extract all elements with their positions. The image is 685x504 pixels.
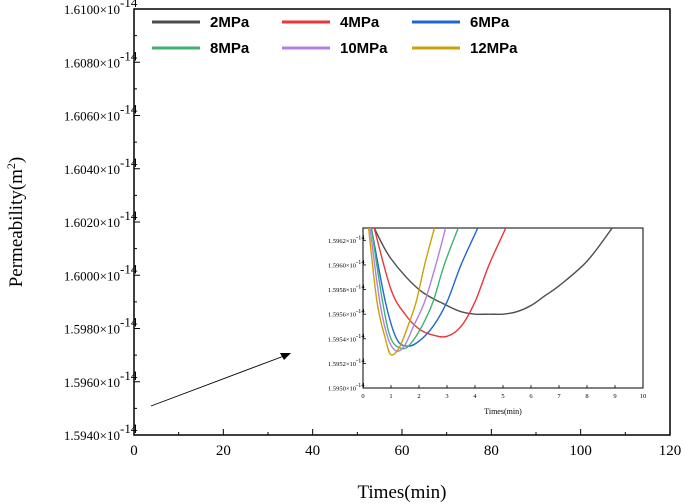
- inset-x-tick-label: 3: [445, 393, 448, 400]
- y-tick-label: 1.6100×10: [64, 2, 120, 17]
- inset-x-tick-label: 1: [389, 393, 392, 400]
- legend-item-12MPa: 12MPa: [412, 40, 518, 57]
- legend-label: 2MPa: [210, 14, 250, 31]
- inset-y-tick-exponent: -14: [356, 333, 365, 340]
- legend-item-8MPa: 8MPa: [152, 40, 250, 57]
- y-tick-exponent: -14: [120, 0, 138, 10]
- inset-series-lines: [367, 228, 613, 356]
- inset-x-tick-label: 9: [613, 393, 616, 400]
- y-axis-label: Permeability(m2): [4, 157, 27, 288]
- inset-series-line-10MPa: [369, 228, 447, 352]
- inset-y-tick-exponent: -14: [356, 259, 365, 266]
- y-tick-exponent: -14: [120, 261, 138, 276]
- inset-series-line-8MPa: [370, 228, 459, 350]
- inset-x-tick-label: 5: [501, 393, 504, 400]
- y-tick-exponent: -14: [120, 421, 138, 436]
- inset-series-line-6MPa: [370, 228, 479, 347]
- inset-y-tick-label: 1.5960×10: [328, 262, 356, 269]
- legend-label: 10MPa: [340, 40, 388, 57]
- y-tick-exponent: -14: [120, 315, 138, 330]
- x-tick-label: 80: [484, 443, 499, 459]
- y-tick-exponent: -14: [120, 102, 138, 117]
- y-tick-exponent: -14: [120, 48, 138, 63]
- y-tick-exponent: -14: [120, 368, 138, 383]
- legend-item-6MPa: 6MPa: [412, 14, 510, 31]
- inset-pointer-arrow: [150, 353, 291, 407]
- y-tick-label: 1.6060×10: [64, 109, 120, 124]
- inset-y-tick-label: 1.5950×10: [328, 386, 356, 393]
- y-tick-exponent: -14: [120, 155, 138, 170]
- legend-label: 4MPa: [340, 14, 380, 31]
- y-tick-label: 1.6020×10: [64, 215, 120, 230]
- y-tick-label: 1.6080×10: [64, 55, 120, 70]
- inset-y-tick-exponent: -14: [356, 284, 365, 291]
- y-tick-label: 1.6040×10: [64, 162, 120, 177]
- inset-y-tick-label: 1.5956×10: [328, 312, 356, 319]
- inset-y-tick-exponent: -14: [356, 308, 365, 315]
- y-tick-label: 1.5940×10: [64, 428, 120, 443]
- y-tick-exponent: -14: [120, 208, 138, 223]
- legend-label: 8MPa: [210, 40, 250, 57]
- legend-item-2MPa: 2MPa: [152, 14, 250, 31]
- inset-x-tick-label: 8: [585, 393, 588, 400]
- inset-frame: [362, 227, 644, 389]
- legend-label: 6MPa: [470, 14, 510, 31]
- inset-series-line-12MPa: [367, 228, 436, 356]
- inset-x-axis-ticks: 0 1 2 3 4 5 6 7 8 9 10: [361, 385, 646, 400]
- legend-item-10MPa: 10MPa: [282, 40, 388, 57]
- inset-y-tick-label: 1.5952×10: [328, 361, 356, 368]
- inset-y-tick-exponent: -14: [356, 234, 365, 241]
- inset-y-tick-label: 1.5958×10: [328, 287, 356, 294]
- inset-x-tick-label: 7: [557, 393, 561, 400]
- inset-x-tick-label: 10: [640, 393, 647, 400]
- inset-series-line-4MPa: [373, 228, 507, 338]
- y-tick-label: 1.5960×10: [64, 375, 120, 390]
- x-tick-label: 60: [395, 443, 410, 459]
- x-tick-label: 0: [130, 443, 138, 459]
- x-tick-label: 40: [305, 443, 320, 459]
- x-axis-ticks: 0 20 40 60 80 100 120: [130, 429, 681, 459]
- y-tick-label: 1.5980×10: [64, 322, 120, 337]
- x-tick-label: 120: [659, 443, 682, 459]
- x-tick-label: 100: [569, 443, 592, 459]
- inset-series-line-2MPa: [373, 228, 613, 316]
- inset-x-tick-label: 4: [473, 393, 477, 400]
- inset-y-tick-exponent: -14: [356, 382, 365, 389]
- x-tick-label: 20: [216, 443, 231, 459]
- inset-y-tick-label: 1.5962×10: [328, 238, 356, 245]
- y-tick-label: 1.6000×10: [64, 268, 120, 283]
- inset-x-tick-label: 0: [361, 393, 364, 400]
- inset-x-tick-label: 6: [529, 393, 533, 400]
- legend-item-4MPa: 4MPa: [282, 14, 380, 31]
- inset-y-axis-ticks: 1.5950×10 -141.5952×10 -141.5954×10 -141.59…: [328, 234, 366, 393]
- inset-y-tick-label: 1.5954×10: [328, 336, 356, 343]
- y-axis-ticks: 1.5940×10 -141.5960×10 -141.5980×10 -141.60…: [64, 0, 140, 443]
- inset-x-axis-label: Times(min): [484, 407, 522, 416]
- inset-y-tick-exponent: -14: [356, 357, 365, 364]
- legend: 2MPa 4MPa 6MPa 8MPa 10MPa 12MPa: [152, 14, 518, 57]
- x-axis-label: Times(min): [357, 482, 446, 503]
- legend-label: 12MPa: [470, 40, 518, 57]
- inset-x-tick-label: 2: [417, 393, 420, 400]
